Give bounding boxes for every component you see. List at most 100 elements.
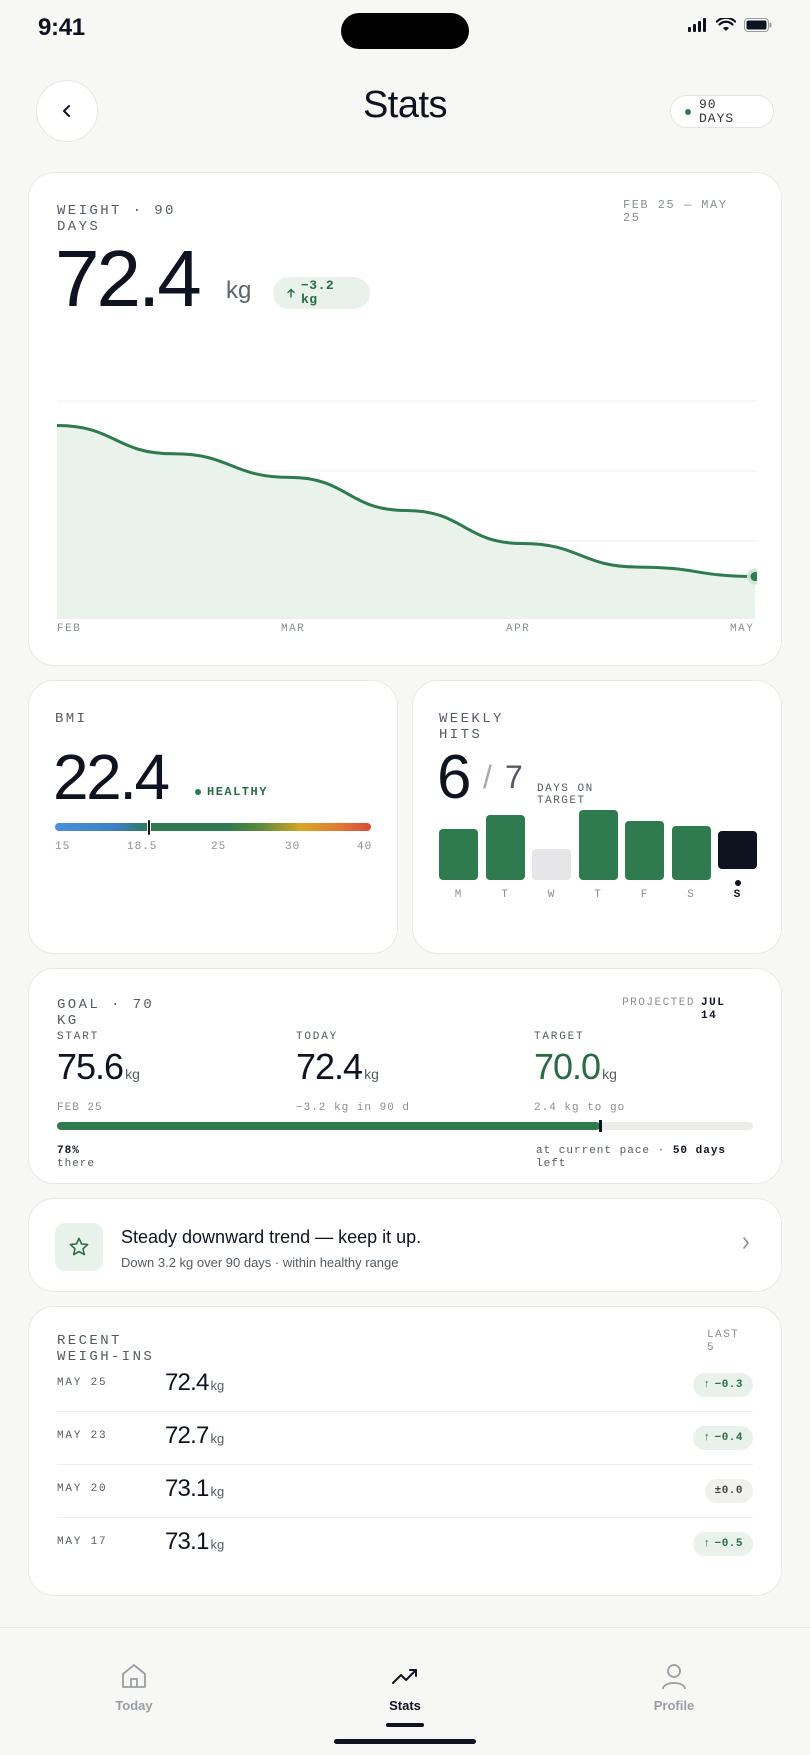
recent-label: RECENT WEIGH-INS: [57, 1333, 155, 1365]
day-label: M: [454, 889, 463, 901]
back-button[interactable]: [36, 80, 98, 142]
day-label: S: [733, 889, 742, 901]
weight-point: [521, 542, 524, 545]
bmi-status: HEALTHY: [195, 785, 268, 799]
bmi-tick: 30: [285, 841, 301, 853]
bmi-tick: 25: [211, 841, 227, 853]
bmi-tick: 40: [357, 841, 373, 853]
active-tab-indicator: [386, 1723, 424, 1727]
status-dot: [195, 789, 201, 795]
day-label: T: [594, 889, 602, 901]
projected-label: PROJECTED: [622, 997, 695, 1009]
weekly-label: WEEKLY HITS: [439, 711, 504, 743]
weighin-row[interactable]: MAY 25 72.4 kg ↑ −0.3: [57, 1359, 753, 1412]
weekly-bar: [439, 828, 478, 880]
target-unit: kg: [602, 1066, 617, 1082]
weight-delta: −3.2 kg: [301, 278, 335, 307]
weighin-change: ±0.0: [714, 1485, 743, 1497]
weight-card: WEIGHT · 90 DAYS FEB 25 — MAY 25 72.4 kg…: [28, 172, 782, 666]
weekly-bar: [718, 830, 757, 869]
day-label: F: [640, 889, 649, 901]
weighin-number: 72.7: [165, 1422, 209, 1449]
goal-card: GOAL · 70 KG PROJECTED JUL 14 START 75.6…: [28, 968, 782, 1184]
insight-icon-tile: [55, 1223, 103, 1271]
weighin-date: MAY 20: [57, 1483, 108, 1495]
weighin-change-badge: ±0.0: [704, 1479, 753, 1503]
signal-icon: [688, 18, 706, 32]
goal-today: TODAY 72.4 kg −3.2 kg in 90 d: [296, 1031, 410, 1114]
x-tick-label: FEB: [57, 623, 82, 635]
bmi-marker: [146, 819, 151, 836]
weekly-bar: [485, 814, 525, 880]
start-unit: kg: [125, 1066, 140, 1082]
bmi-label: BMI: [55, 711, 88, 727]
goal-progress-fill: [57, 1122, 600, 1130]
weight-chart: [57, 400, 757, 619]
arrow-up-icon: ↑: [703, 1538, 711, 1550]
weekly-bar: [578, 810, 618, 880]
weighin-unit: kg: [210, 1378, 225, 1393]
weighin-change: −0.5: [714, 1538, 743, 1550]
bmi-ticks: 15 18.5 25 30 40: [55, 841, 371, 855]
start-sub: FEB 25: [57, 1102, 103, 1114]
chevron-right-icon: [743, 1237, 749, 1249]
x-tick-label: APR: [506, 623, 531, 635]
person-icon: [662, 1664, 686, 1690]
start-label: START: [57, 1031, 100, 1043]
battery-icon: [744, 18, 772, 32]
goal-percent-value: 78%: [57, 1145, 80, 1157]
weighin-row[interactable]: MAY 17 73.1 kg ↑ −0.5: [57, 1518, 753, 1571]
projected-date: PROJECTED JUL 14: [622, 997, 735, 1023]
goal-progress-marker: [598, 1120, 602, 1132]
weight-delta-badge: −3.2 kg: [273, 277, 370, 309]
hits-count: 6: [437, 743, 472, 812]
weighin-date: MAY 17: [57, 1536, 108, 1548]
current-weight: 72.4: [55, 234, 202, 323]
today-label: TODAY: [296, 1031, 339, 1043]
star-icon: [69, 1237, 89, 1256]
tab-stats[interactable]: Stats: [345, 1658, 465, 1713]
weighin-change-badge: ↑ −0.5: [693, 1532, 753, 1556]
weight-point: [57, 423, 59, 427]
insight-subtitle: Down 3.2 kg over 90 days · within health…: [121, 1255, 399, 1270]
arrow-up-icon: ↑: [703, 1379, 711, 1391]
tab-profile[interactable]: Profile: [614, 1658, 734, 1713]
page-title: Stats: [362, 84, 448, 126]
weighin-value: 73.1 kg: [165, 1475, 224, 1503]
target-value: 70.0: [534, 1046, 601, 1087]
weighin-row[interactable]: MAY 23 72.7 kg ↑ −0.4: [57, 1412, 753, 1465]
tab-today[interactable]: Today: [74, 1658, 194, 1713]
tab-bar: Today Stats Profile: [0, 1627, 810, 1755]
insight-card[interactable]: Steady downward trend — keep it up. Down…: [28, 1198, 782, 1292]
insight-title: Steady downward trend — keep it up.: [121, 1227, 422, 1247]
bmi-tick: 18.5: [127, 841, 158, 853]
goal-start: START 75.6 kg FEB 25: [57, 1031, 140, 1114]
target-sub: 2.4 kg to go: [534, 1102, 626, 1114]
pace-days: 50 days: [672, 1145, 727, 1157]
range-selector[interactable]: 90 DAYS: [670, 95, 774, 128]
bmi-card: BMI 22.4 HEALTHY 15 18.5 25 30 40: [28, 680, 398, 954]
x-tick-label: MAY: [730, 623, 755, 635]
pace-text: at current pace ·: [536, 1145, 673, 1157]
goal-pace: at current pace · 50 days left: [536, 1145, 736, 1171]
weighin-row[interactable]: MAY 20 73.1 kg ±0.0: [57, 1465, 753, 1518]
weighin-change-badge: ↑ −0.4: [693, 1426, 753, 1450]
status-time: 9:41: [38, 14, 85, 41]
tab-label: Today: [115, 1698, 153, 1713]
weighin-change: −0.3: [714, 1379, 743, 1391]
weighin-date: MAY 25: [57, 1377, 108, 1389]
hits-separator: /: [483, 759, 492, 795]
goal-progress-bar: [57, 1120, 753, 1132]
home-icon: [122, 1664, 146, 1688]
weight-line: [57, 423, 757, 579]
trend-icon: [392, 1669, 417, 1684]
weighin-unit: kg: [210, 1431, 225, 1446]
weekly-bar: [625, 821, 664, 880]
weight-label: WEIGHT · 90 DAYS: [57, 203, 176, 235]
weighin-value: 72.7 kg: [165, 1422, 224, 1450]
range-label: 90 DAYS: [699, 96, 735, 126]
weight-point: [288, 476, 291, 479]
weight-point: [172, 452, 175, 455]
weekly-bar: [671, 826, 711, 880]
bmi-tick: 15: [55, 841, 71, 853]
